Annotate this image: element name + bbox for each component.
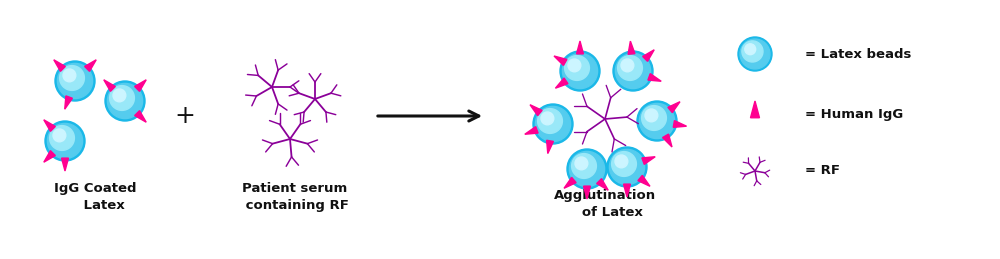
Circle shape [738,37,772,71]
Polygon shape [65,96,72,109]
Circle shape [613,51,653,91]
Polygon shape [44,151,55,162]
Circle shape [47,123,83,159]
Polygon shape [525,127,538,134]
Polygon shape [663,134,672,147]
Circle shape [60,66,84,90]
Polygon shape [577,41,583,54]
Circle shape [568,59,581,72]
Circle shape [560,51,600,91]
Circle shape [535,106,571,142]
Polygon shape [642,157,655,164]
Circle shape [615,155,628,168]
Circle shape [645,109,658,122]
Circle shape [107,83,143,119]
Polygon shape [638,175,650,186]
Circle shape [113,89,126,102]
Polygon shape [597,179,608,190]
Polygon shape [751,101,759,118]
Polygon shape [564,177,576,188]
Polygon shape [547,140,553,154]
Circle shape [609,149,645,185]
Circle shape [541,112,554,125]
Polygon shape [135,80,146,91]
Circle shape [105,81,145,121]
Circle shape [639,103,675,139]
Circle shape [562,53,598,89]
Circle shape [572,154,596,178]
Polygon shape [44,120,55,131]
Circle shape [742,41,763,62]
Circle shape [621,59,634,72]
Text: +: + [175,104,195,128]
Circle shape [63,69,76,82]
Polygon shape [643,50,654,61]
Circle shape [53,129,66,142]
Polygon shape [135,111,146,122]
Polygon shape [648,74,661,81]
Polygon shape [54,60,65,71]
Circle shape [45,121,85,161]
Circle shape [55,61,95,101]
Circle shape [567,149,607,189]
Circle shape [615,53,651,89]
Polygon shape [104,80,115,91]
Circle shape [565,56,589,80]
Circle shape [575,157,588,170]
Polygon shape [62,158,68,171]
Polygon shape [555,78,568,88]
Polygon shape [530,105,542,116]
Circle shape [637,101,677,141]
Circle shape [538,109,562,133]
Polygon shape [628,41,635,54]
Circle shape [618,56,642,80]
Text: = RF: = RF [805,164,840,177]
Circle shape [57,63,93,99]
Circle shape [110,86,134,110]
Circle shape [533,104,573,144]
Circle shape [642,106,666,130]
Polygon shape [624,184,630,197]
Polygon shape [673,121,687,127]
Text: Patient serum
 containing RF: Patient serum containing RF [241,182,349,212]
Circle shape [612,152,636,176]
Polygon shape [668,102,680,113]
Circle shape [745,44,756,55]
Text: IgG Coated
    Latex: IgG Coated Latex [54,182,136,212]
Circle shape [607,147,647,187]
Text: Agglutination
   of Latex: Agglutination of Latex [554,189,656,219]
Polygon shape [85,60,96,71]
Circle shape [50,126,74,150]
Circle shape [569,152,605,186]
Polygon shape [554,56,567,66]
Circle shape [740,39,770,69]
Polygon shape [584,186,590,199]
Text: = Human IgG: = Human IgG [805,107,903,120]
Text: = Latex beads: = Latex beads [805,47,911,61]
